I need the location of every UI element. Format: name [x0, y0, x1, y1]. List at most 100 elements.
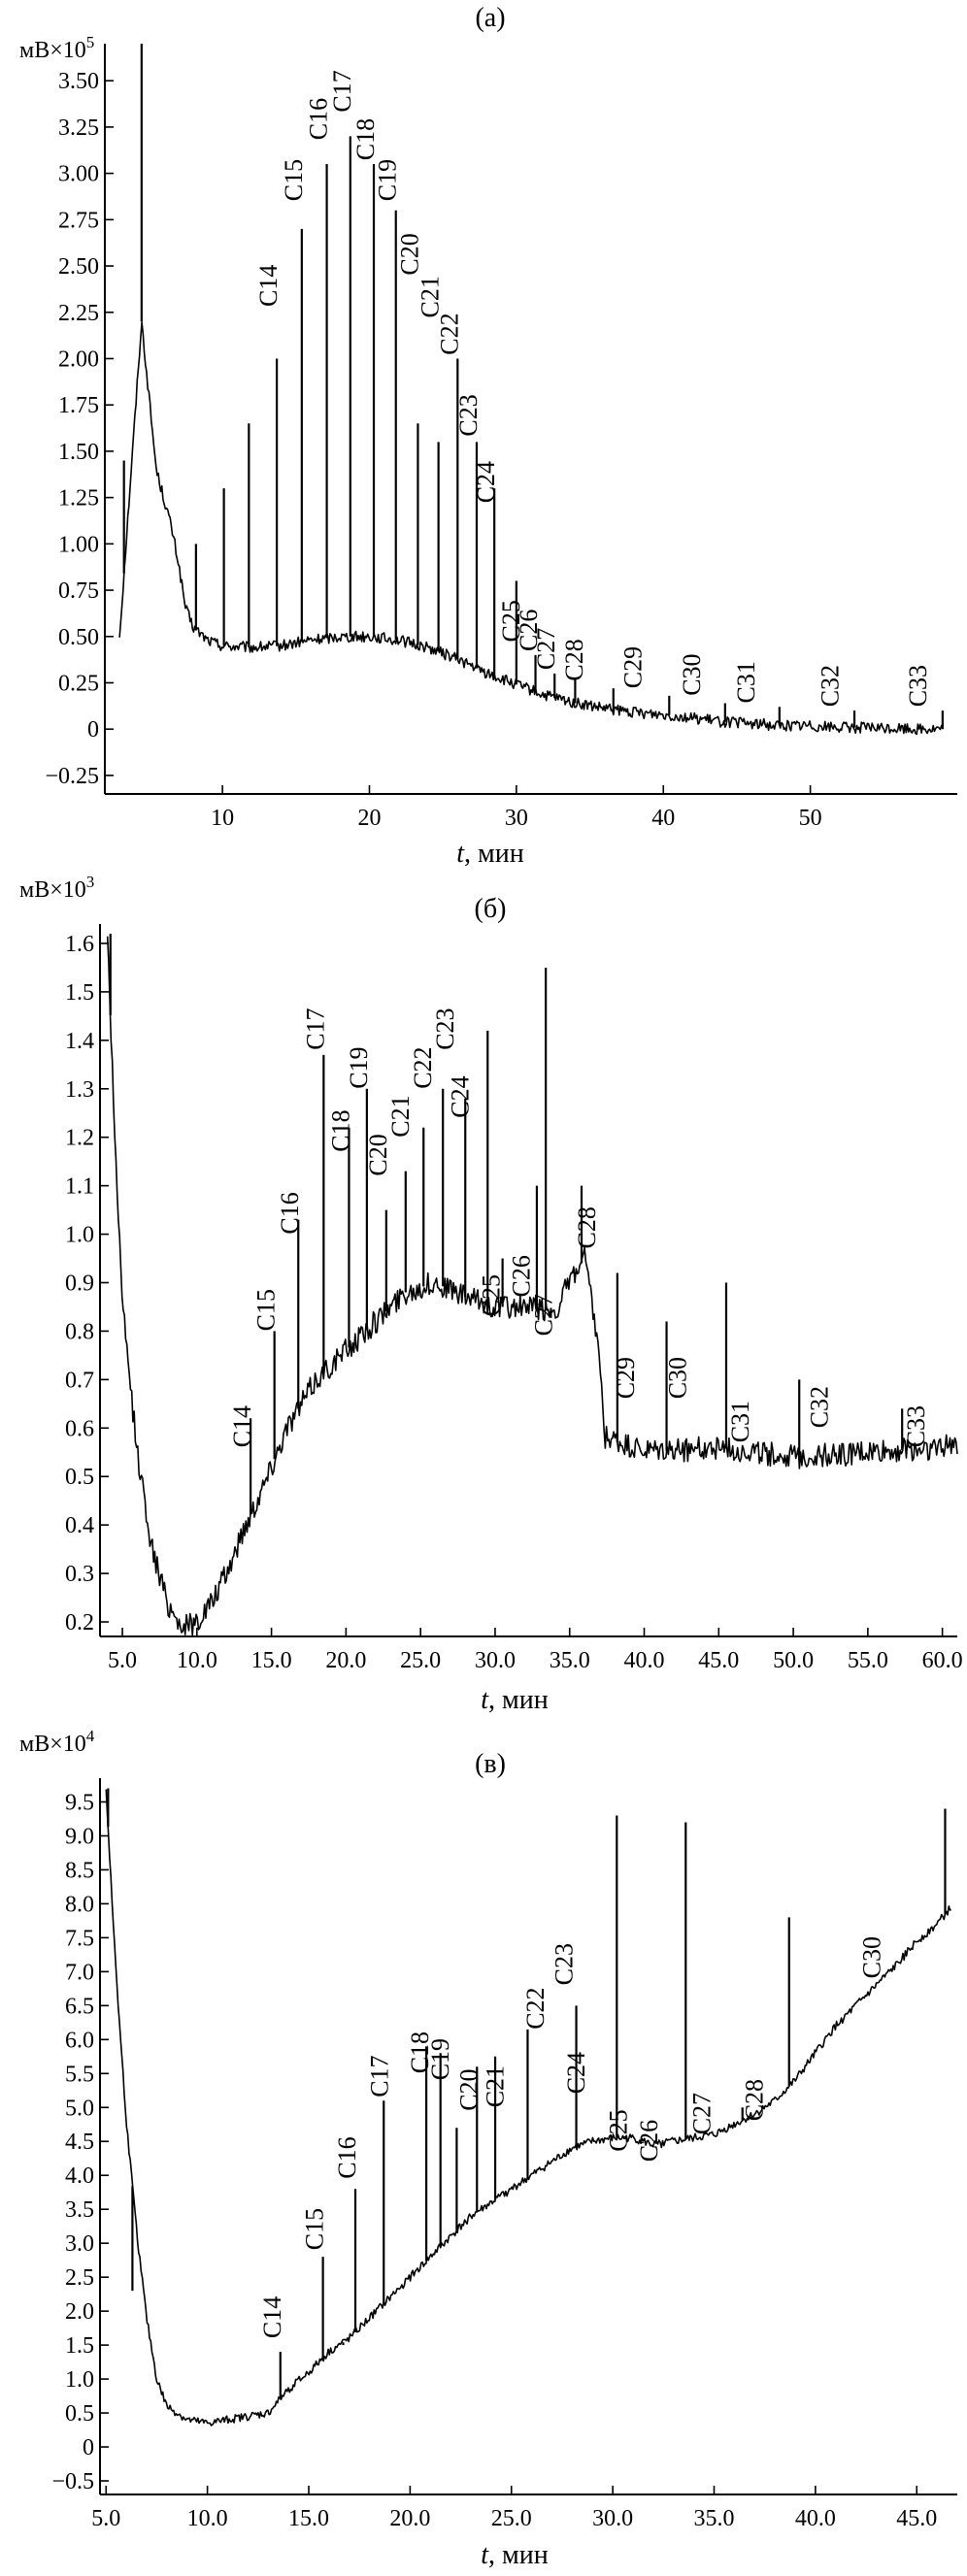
x-tick-label: 10 [211, 806, 234, 831]
x-tick-label: 20.0 [389, 2506, 430, 2531]
y-tick-label: 4.5 [65, 2130, 94, 2155]
panel-c-signal-trace [105, 1789, 951, 2427]
x-tick-label: 40.0 [795, 2506, 836, 2531]
peak-label: C15 [280, 159, 308, 201]
y-tick-label: 7.5 [65, 1926, 94, 1951]
y-tick-label: 1.4 [65, 1029, 94, 1054]
peak-label: C24 [562, 2052, 590, 2094]
peak-label: C32 [816, 665, 844, 707]
y-tick-label: 2.5 [65, 2265, 94, 2291]
x-tick-label: 40 [651, 806, 675, 831]
y-tick-label: 0.50 [58, 625, 99, 650]
y-tick-label: 1.0 [65, 2367, 94, 2393]
y-tick-label: 2.75 [58, 208, 99, 233]
peak-label: C23 [550, 1943, 578, 1985]
y-tick-label: 0 [83, 2435, 94, 2460]
y-tick-label: 2.50 [58, 254, 99, 280]
panel-c-x-label-unit: , мин [488, 2540, 549, 2570]
peak-label: C24 [472, 461, 500, 503]
x-tick-label: 5.0 [91, 2506, 120, 2531]
panel-a-x-label-var: t [456, 839, 465, 869]
panel-a-x-label: t, мин [456, 839, 523, 869]
y-tick-label: 3.50 [58, 69, 99, 94]
x-tick-label: 5.0 [108, 1648, 137, 1673]
y-tick-label: 1.75 [58, 393, 99, 418]
panel-a-y-unit-base: мВ×10 [19, 38, 86, 63]
y-tick-label: 1.25 [58, 486, 99, 512]
peak-label: C28 [573, 1206, 601, 1248]
y-tick-label: 0.5 [65, 2401, 94, 2427]
y-tick-label: 3.5 [65, 2197, 94, 2223]
x-tick-label: 35.0 [550, 1648, 590, 1673]
peak-label: C27 [687, 2093, 716, 2134]
y-tick-label: 0.5 [65, 1465, 94, 1490]
y-tick-label: 6.0 [65, 2028, 94, 2053]
y-tick-label: 2.25 [58, 301, 99, 326]
x-tick-label: 20.0 [325, 1648, 366, 1673]
y-tick-label: 1.1 [65, 1174, 94, 1200]
panel-b-y-unit-exp: 3 [86, 873, 95, 891]
y-tick-label: 7.0 [65, 1960, 94, 1985]
peak-label: C22 [521, 1987, 550, 2029]
peak-label: C18 [327, 1109, 355, 1151]
peak-label: C25 [497, 600, 525, 642]
x-tick-label: 30 [505, 806, 528, 831]
x-tick-label: 25.0 [491, 2506, 532, 2531]
peak-label: C29 [619, 646, 648, 688]
peak-label: C21 [481, 2065, 509, 2107]
peak-label: C14 [228, 1405, 256, 1447]
peak-label: C26 [507, 1255, 535, 1297]
peak-label: C27 [532, 628, 560, 670]
peak-label: C15 [301, 2208, 329, 2250]
peak-label: C26 [635, 2120, 663, 2162]
panel-b: (б) мВ×103 t, мин 0.2 0.3 0.4 0.5 0.6 0.7 0.8 0… [19, 873, 963, 1715]
peak-label: C20 [395, 233, 423, 275]
x-tick-label: 45.0 [698, 1648, 739, 1673]
y-tick-label: 0.8 [65, 1319, 94, 1344]
x-tick-label: 10.0 [187, 2506, 228, 2531]
peak-label: C30 [664, 1357, 692, 1399]
peak-label: C32 [805, 1386, 833, 1428]
peak-label: C21 [386, 1095, 415, 1137]
x-tick-label: 20 [357, 806, 381, 831]
y-tick-label: 0.4 [65, 1513, 94, 1538]
x-tick-label: 10.0 [177, 1648, 217, 1673]
y-tick-label: 1.00 [58, 532, 99, 557]
y-tick-label: 9.0 [65, 1824, 94, 1849]
panel-c-y-unit-exp: 4 [86, 1727, 95, 1745]
peak-label: C16 [276, 1192, 304, 1234]
y-tick-label: 3.0 [65, 2231, 94, 2257]
panel-a-x-label-unit: , мин [464, 839, 524, 869]
y-tick-label: 0.7 [65, 1368, 94, 1393]
peak-label: C16 [333, 2136, 361, 2178]
x-tick-label: 50 [799, 806, 822, 831]
peak-label: C23 [454, 394, 483, 436]
peak-label: C29 [612, 1357, 640, 1399]
panel-b-x-label: t, мин [481, 1685, 548, 1715]
y-tick-label: 0.2 [65, 1610, 94, 1635]
y-tick-label: −0.5 [51, 2469, 94, 2494]
x-tick-label: 50.0 [773, 1648, 814, 1673]
y-tick-label: 1.2 [65, 1126, 94, 1151]
panel-a: (a) мВ×105 t, мин −0.25 0 0.25 0.50 0.75 1.00… [19, 3, 957, 869]
peak-label: C22 [409, 1046, 437, 1088]
panel-a-label: (a) [475, 3, 505, 33]
x-tick-label: 15.0 [288, 2506, 329, 2531]
panel-c-x-label-var: t [481, 2540, 489, 2570]
x-tick-label: 30.0 [475, 1648, 516, 1673]
panel-c: (в) мВ×104 t, мин −0.5 0 0.5 1.0 1.5 2.0 2.5 3.… [19, 1727, 957, 2570]
panel-b-y-unit-base: мВ×10 [19, 877, 86, 903]
y-tick-label: 0.6 [65, 1416, 94, 1441]
peak-label: C16 [305, 98, 333, 140]
y-tick-label: 0.75 [58, 578, 99, 604]
y-tick-label: 2.0 [65, 2299, 94, 2325]
peak-label: C33 [904, 665, 932, 707]
peak-label: C17 [365, 2055, 393, 2097]
x-tick-label: 60.0 [922, 1648, 963, 1673]
peak-label: C15 [252, 1289, 281, 1331]
peak-label: C27 [529, 1294, 557, 1336]
x-tick-label: 25.0 [400, 1648, 441, 1673]
peak-label: C28 [741, 2079, 769, 2121]
panel-c-label: (в) [475, 1749, 506, 1779]
